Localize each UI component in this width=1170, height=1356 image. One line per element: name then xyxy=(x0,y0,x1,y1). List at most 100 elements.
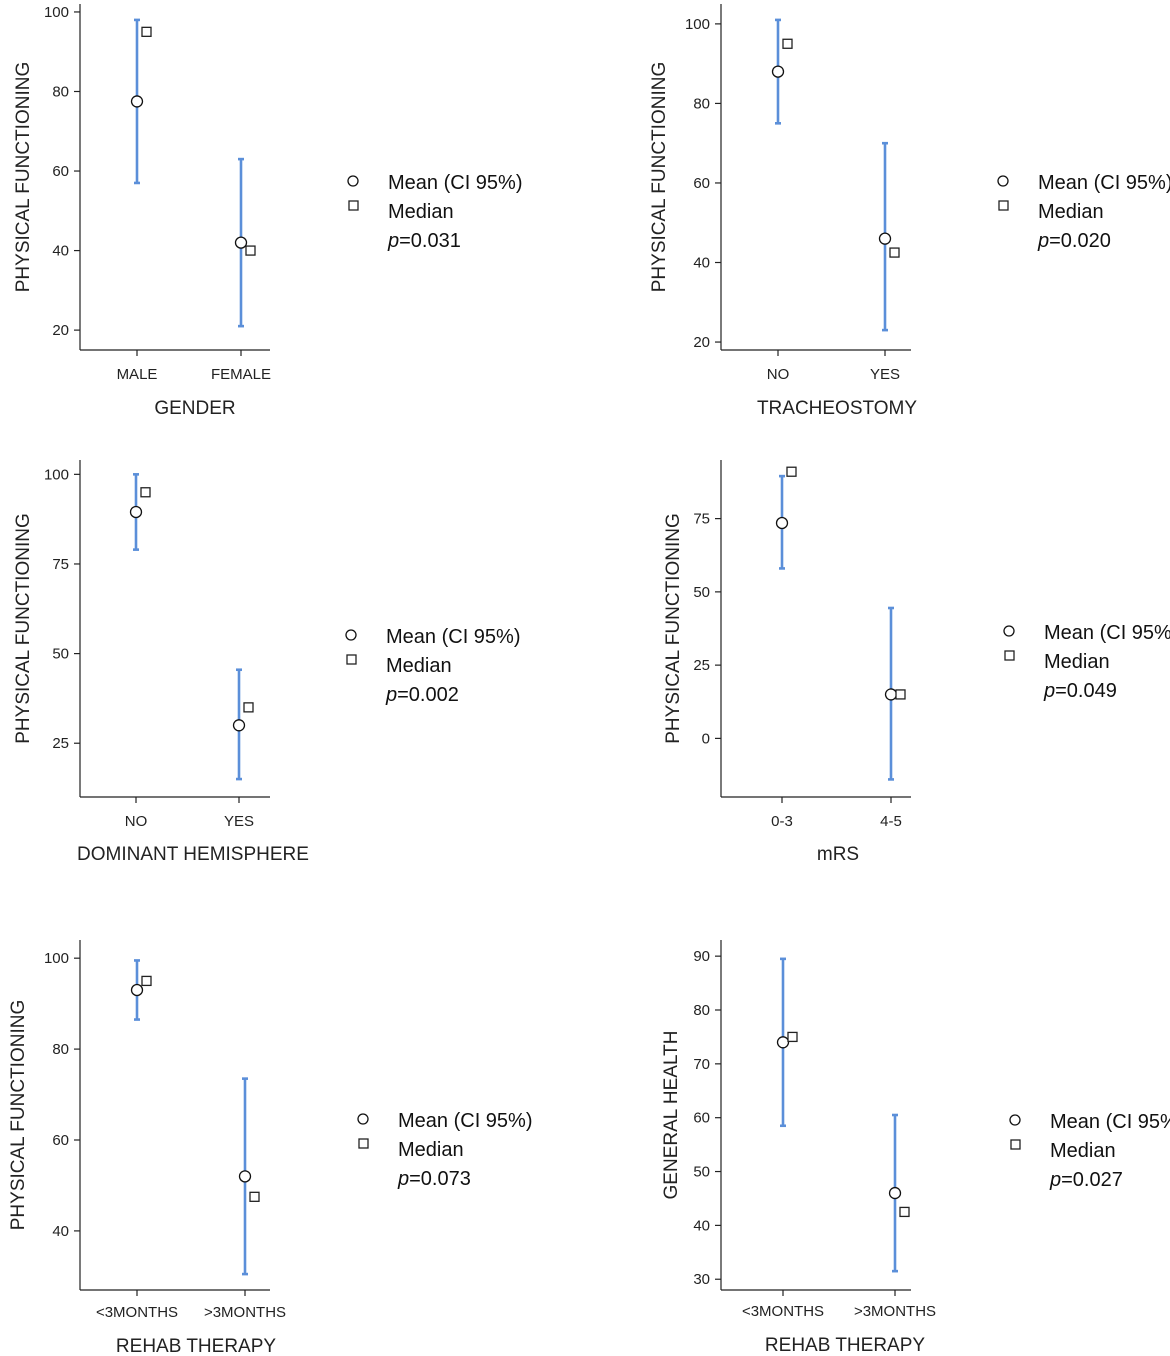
legend-median-symbol xyxy=(348,200,359,211)
legend-mean-symbol xyxy=(357,1113,369,1125)
y-tick-label: 60 xyxy=(693,1110,710,1127)
p-value-number: =0.020 xyxy=(1049,230,1111,252)
p-value-number: =0.031 xyxy=(399,230,461,252)
y-tick-label: 80 xyxy=(52,1041,69,1058)
p-value-number: =0.073 xyxy=(409,1168,471,1190)
mean-point xyxy=(884,688,898,701)
legend-p-value: p=0.002 xyxy=(385,684,459,706)
mean-point xyxy=(130,95,144,108)
legend-median-symbol xyxy=(358,1138,369,1149)
chart-panel-4: 0 25 50 75 0-3 4-5 mRS PHYSICAL FUNCTIONING Mean… xyxy=(663,460,1170,865)
p-symbol: p xyxy=(385,684,397,706)
legend-mean-label: Mean (CI 95%) xyxy=(1044,622,1170,644)
legend-median-label: Median xyxy=(1044,651,1110,673)
x-category-label: <3MONTHS xyxy=(96,1304,178,1321)
legend-p-value: p=0.020 xyxy=(1037,230,1111,252)
mean-point xyxy=(775,516,789,530)
legend-mean-symbol xyxy=(1009,1114,1021,1126)
y-tick-label: 50 xyxy=(693,584,710,601)
legend-p-value: p=0.073 xyxy=(397,1168,471,1190)
x-category-label: 0-3 xyxy=(771,813,793,830)
y-tick-label: 0 xyxy=(702,730,710,747)
chart-panel-2: 20 40 60 80 100 NO YES TRACHEOSTOMY PHYSICAL FUN… xyxy=(649,4,1170,419)
median-point xyxy=(786,466,797,477)
x-category-label: NO xyxy=(767,366,790,383)
y-tick-label: 60 xyxy=(52,163,69,180)
y-tick-label: 20 xyxy=(693,334,710,351)
median-point xyxy=(140,487,151,498)
y-tick-label: 20 xyxy=(52,322,69,339)
median-point xyxy=(782,38,793,49)
y-tick-label: 30 xyxy=(693,1271,710,1288)
p-value-number: =0.002 xyxy=(397,684,459,706)
legend-median-symbol xyxy=(346,654,357,665)
x-category-label: YES xyxy=(870,366,900,383)
y-tick-label: 100 xyxy=(44,950,69,967)
y-tick-label: 40 xyxy=(693,255,710,272)
legend: Mean (CI 95%) Median p=0.027 xyxy=(1009,1111,1170,1191)
median-point xyxy=(141,26,152,37)
legend-median-label: Median xyxy=(1050,1140,1116,1162)
legend-mean-symbol xyxy=(345,629,357,641)
chart-panel-1: 20 40 60 80 100 MALE FEMALE GENDER PHYSICAL FUNC… xyxy=(13,4,523,419)
y-tick-label: 70 xyxy=(693,1056,710,1073)
legend-median-label: Median xyxy=(1038,201,1104,223)
median-point xyxy=(249,1191,260,1202)
y-tick-label: 80 xyxy=(693,1002,710,1019)
y-tick-label: 25 xyxy=(52,735,69,752)
y-tick-label: 50 xyxy=(52,646,69,663)
y-axis-title: PHYSICAL FUNCTIONING xyxy=(649,62,670,293)
x-axis-title: REHAB THERAPY xyxy=(765,1335,925,1356)
y-tick-label: 100 xyxy=(685,16,710,33)
legend-mean-symbol xyxy=(1003,625,1015,637)
legend: Mean (CI 95%) Median p=0.031 xyxy=(347,172,523,252)
y-tick-label: 40 xyxy=(52,243,69,260)
x-category-label: 4-5 xyxy=(880,813,902,830)
median-point xyxy=(899,1206,910,1218)
legend-mean-symbol xyxy=(347,175,359,187)
y-tick-label: 75 xyxy=(52,556,69,573)
mean-point xyxy=(776,1036,790,1049)
y-tick-label: 40 xyxy=(693,1217,710,1234)
legend-median-symbol xyxy=(998,200,1009,211)
mean-point xyxy=(234,236,248,249)
x-axis-title: DOMINANT HEMISPHERE xyxy=(77,844,309,865)
y-tick-label: 50 xyxy=(693,1164,710,1181)
legend-p-value: p=0.031 xyxy=(387,230,461,252)
legend-mean-label: Mean (CI 95%) xyxy=(386,626,521,648)
y-tick-label: 60 xyxy=(52,1132,69,1149)
legend-mean-symbol xyxy=(997,175,1009,187)
x-category-label: YES xyxy=(224,813,254,830)
legend-median-label: Median xyxy=(386,655,452,677)
median-point xyxy=(787,1031,798,1043)
legend-median-label: Median xyxy=(398,1139,464,1161)
y-axis-title: GENERAL HEALTH xyxy=(661,1031,682,1200)
mean-point xyxy=(238,1170,252,1183)
mean-point xyxy=(130,983,144,997)
legend: Mean (CI 95%) Median p=0.002 xyxy=(345,626,521,706)
y-tick-label: 80 xyxy=(52,83,69,100)
y-tick-label: 25 xyxy=(693,657,710,674)
mean-point xyxy=(232,719,246,732)
legend: Mean (CI 95%) Median p=0.020 xyxy=(997,172,1170,252)
x-axis-title: GENDER xyxy=(154,398,235,419)
y-tick-label: 40 xyxy=(52,1223,69,1240)
y-axis-title: PHYSICAL FUNCTIONING xyxy=(8,1000,29,1231)
legend-median-symbol xyxy=(1010,1139,1021,1150)
p-value-number: =0.027 xyxy=(1061,1169,1123,1191)
chart-panel-3: 25 50 75 100 NO YES DOMINANT HEMISPHERE PHYSICA… xyxy=(13,460,521,865)
y-tick-label: 75 xyxy=(693,511,710,528)
y-axis-title: PHYSICAL FUNCTIONING xyxy=(663,513,684,744)
x-category-label: MALE xyxy=(117,366,158,383)
median-point xyxy=(141,975,152,987)
y-tick-label: 100 xyxy=(44,4,69,21)
legend-median-symbol xyxy=(1004,650,1015,661)
x-axis-title: TRACHEOSTOMY xyxy=(757,398,917,419)
p-symbol: p xyxy=(1037,230,1049,252)
p-symbol: p xyxy=(1043,680,1055,702)
legend-p-value: p=0.049 xyxy=(1043,680,1117,702)
legend-median-label: Median xyxy=(388,201,454,223)
p-symbol: p xyxy=(397,1168,409,1190)
x-category-label: >3MONTHS xyxy=(854,1303,936,1320)
